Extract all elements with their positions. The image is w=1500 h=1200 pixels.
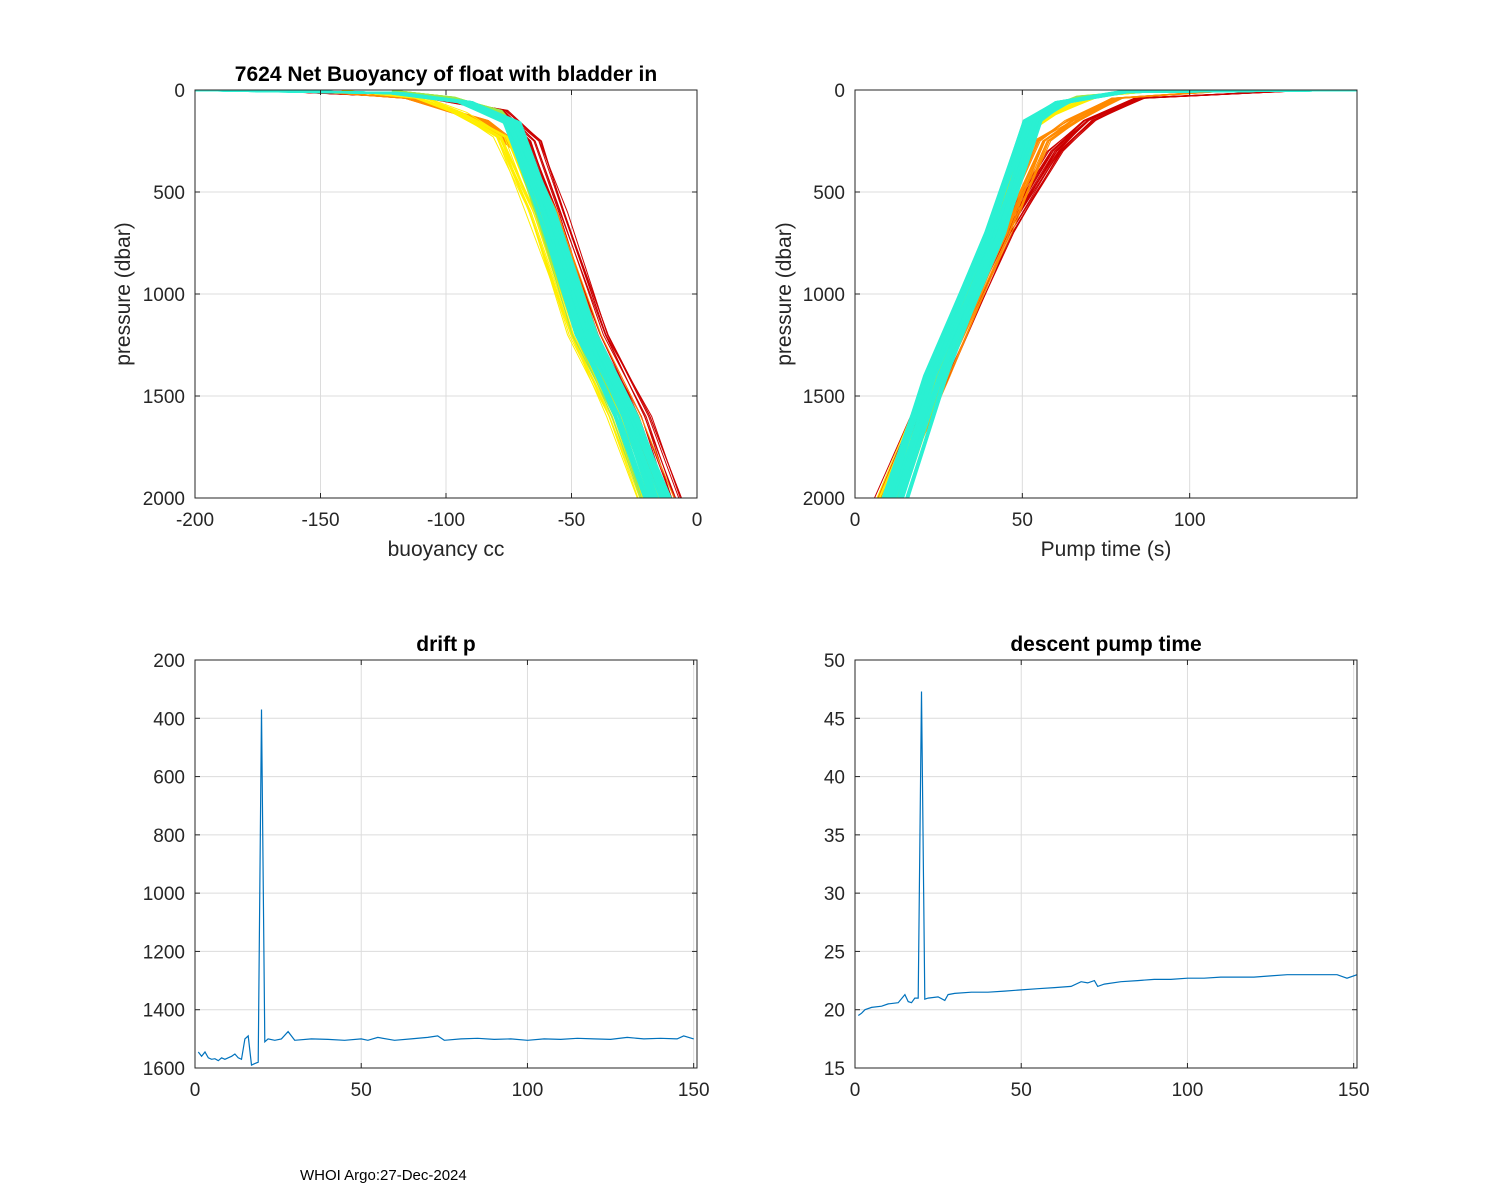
x-tick-label: 50 (351, 1080, 372, 1101)
y-tick-label: 45 (824, 709, 845, 730)
y-tick-label: 1000 (143, 285, 185, 306)
driftp-ticks: 0 50 100 150 200 400 600 800 1000 1200 1400 1600 (143, 651, 710, 1101)
y-tick-label: 600 (153, 768, 185, 789)
y-tick-label: 1200 (143, 942, 185, 963)
x-tick-label: 50 (1012, 510, 1033, 531)
y-tick-label: 500 (153, 183, 185, 204)
y-tick-label: 15 (824, 1059, 845, 1080)
buoyancy-title: 7624 Net Buoyancy of float with bladder … (235, 63, 657, 86)
descentpump-axes-box (854, 659, 1358, 1069)
y-tick-label: 1400 (143, 1001, 185, 1022)
y-tick-label: 0 (174, 81, 185, 102)
profile-line-2af0d2 (885, 90, 1354, 498)
buoyancy-series (195, 90, 682, 498)
y-tick-label: 50 (824, 651, 845, 672)
buoyancy-ticks: -200 -150 -100 -50 0 0 500 1000 1500 2000 (143, 81, 703, 531)
y-tick-label: 2000 (803, 489, 845, 510)
y-tick-label: 30 (824, 884, 845, 905)
x-tick-label: 0 (692, 510, 703, 531)
driftp-axes-box (194, 659, 698, 1069)
y-tick-label: 20 (824, 1001, 845, 1022)
y-tick-label: 1500 (803, 387, 845, 408)
descentpump-ticks: 0 50 100 150 15 20 25 30 35 40 45 50 (824, 651, 1370, 1101)
pumptime-series (874, 90, 1357, 498)
x-tick-label: -200 (176, 510, 214, 531)
profile-line-2af0d2 (195, 90, 653, 498)
profile-line-ffee00 (341, 90, 638, 498)
descentpump-panel: 0 50 100 150 15 20 25 30 35 40 45 50 descent pump t… (824, 633, 1370, 1101)
y-tick-label: 25 (824, 942, 845, 963)
buoyancy-xlabel: buoyancy cc (388, 538, 505, 561)
descentpump-series-line (857, 691, 1357, 1016)
descentpump-title: descent pump time (1010, 633, 1201, 656)
profile-line-ffee00 (342, 90, 639, 498)
y-tick-label: 40 (824, 768, 845, 789)
pumptime-xlabel: Pump time (s) (1041, 538, 1172, 561)
descentpump-series (857, 691, 1357, 1016)
x-tick-label: -50 (558, 510, 585, 531)
x-tick-label: 0 (850, 510, 861, 531)
x-tick-label: 0 (190, 1080, 201, 1101)
y-tick-label: 500 (813, 183, 845, 204)
descentpump-grid (854, 659, 1357, 1069)
y-tick-label: 35 (824, 826, 845, 847)
x-tick-label: 0 (850, 1080, 861, 1101)
pumptime-ylabel: pressure (dbar) (773, 222, 796, 366)
x-tick-label: 100 (1172, 1080, 1204, 1101)
y-tick-label: 1000 (143, 884, 185, 905)
x-tick-label: 150 (1338, 1080, 1370, 1101)
x-tick-label: -100 (427, 510, 465, 531)
y-tick-label: 800 (153, 826, 185, 847)
x-tick-label: 100 (1174, 510, 1206, 531)
pumptime-grid (854, 89, 1357, 499)
driftp-series (197, 709, 694, 1066)
x-tick-label: 100 (512, 1080, 544, 1101)
driftp-title: drift p (416, 633, 475, 656)
driftp-grid (194, 659, 697, 1069)
footer-text: WHOI Argo:27-Dec-2024 (300, 1167, 467, 1184)
buoyancy-panel: -200 -150 -100 -50 0 0 500 1000 1500 2000 7624 Ne… (112, 63, 702, 561)
x-tick-label: 50 (1011, 1080, 1032, 1101)
x-tick-label: 150 (678, 1080, 710, 1101)
y-tick-label: 1000 (803, 285, 845, 306)
y-tick-label: 0 (834, 81, 845, 102)
y-tick-label: 400 (153, 709, 185, 730)
y-tick-label: 1600 (143, 1059, 185, 1080)
y-tick-label: 200 (153, 651, 185, 672)
buoyancy-ylabel: pressure (dbar) (112, 222, 135, 366)
x-tick-label: -150 (301, 510, 339, 531)
y-tick-label: 1500 (143, 387, 185, 408)
driftp-panel: 0 50 100 150 200 400 600 800 1000 1200 1400 1600 dr… (143, 633, 710, 1101)
y-tick-label: 2000 (143, 489, 185, 510)
driftp-series-line (197, 709, 694, 1066)
